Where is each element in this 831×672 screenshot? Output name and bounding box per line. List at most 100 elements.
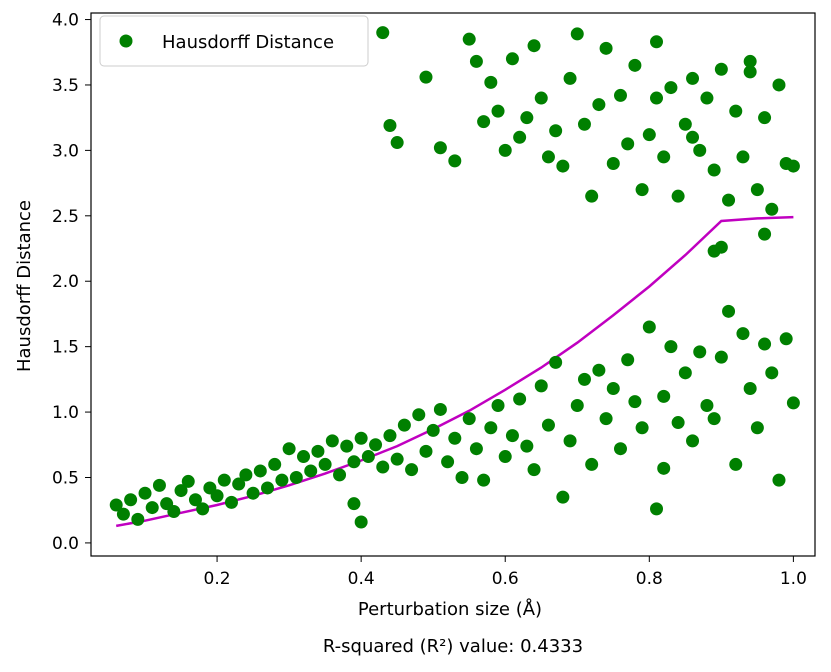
data-point xyxy=(714,62,728,76)
data-point xyxy=(549,355,563,369)
data-point xyxy=(253,464,267,478)
data-point xyxy=(765,366,779,380)
data-point xyxy=(534,379,548,393)
data-point xyxy=(599,412,613,426)
data-point xyxy=(743,54,757,68)
data-point xyxy=(376,460,390,474)
data-point xyxy=(419,444,433,458)
data-point xyxy=(592,363,606,377)
data-point xyxy=(390,136,404,150)
data-point xyxy=(621,137,635,151)
data-point xyxy=(671,416,685,430)
data-point xyxy=(412,408,426,422)
data-point xyxy=(268,457,282,471)
y-tick-label: 1.5 xyxy=(52,338,79,358)
data-point xyxy=(758,337,772,351)
y-tick-label: 2.0 xyxy=(52,272,79,292)
data-point xyxy=(570,27,584,41)
fit-curve xyxy=(115,215,794,528)
data-point xyxy=(549,124,563,138)
data-point xyxy=(577,117,591,131)
data-point xyxy=(383,429,397,443)
data-point xyxy=(513,392,527,406)
data-point xyxy=(758,227,772,241)
data-point xyxy=(650,91,664,105)
y-axis-ticks: 0.0 0.5 1.0 1.5 2.0 2.5 3.0 3.5 4.0 xyxy=(52,11,91,554)
data-point xyxy=(304,464,318,478)
data-point xyxy=(433,402,447,416)
data-point xyxy=(455,470,469,484)
data-point xyxy=(758,111,772,125)
data-point xyxy=(635,421,649,435)
data-point xyxy=(124,493,138,507)
data-point xyxy=(664,340,678,354)
data-point xyxy=(686,434,700,448)
axes-frame xyxy=(90,12,816,557)
y-tick-label: 4.0 xyxy=(52,11,79,31)
y-tick-label: 3.0 xyxy=(52,141,79,161)
data-point xyxy=(743,382,757,396)
data-point xyxy=(736,327,750,341)
data-point xyxy=(563,434,577,448)
data-point xyxy=(333,468,347,482)
data-point xyxy=(613,442,627,456)
data-point xyxy=(109,498,123,512)
data-point xyxy=(786,159,800,173)
data-point xyxy=(707,163,721,177)
x-axis-ticks: 0.2 0.4 0.6 0.8 1.0 xyxy=(204,556,807,589)
data-point xyxy=(138,486,152,500)
data-point xyxy=(556,159,570,173)
x-axis-label: Perturbation size (Å) xyxy=(358,598,542,620)
data-point xyxy=(772,473,786,487)
data-point xyxy=(628,58,642,72)
data-point xyxy=(167,505,181,519)
data-point xyxy=(700,91,714,105)
data-point xyxy=(297,450,311,464)
x-tick-label: 0.6 xyxy=(492,569,519,589)
data-point xyxy=(700,399,714,413)
y-tick-label: 0.0 xyxy=(52,534,79,554)
data-point xyxy=(613,88,627,102)
data-point xyxy=(491,399,505,413)
data-point xyxy=(376,26,390,40)
data-point xyxy=(556,490,570,504)
data-point xyxy=(239,468,253,482)
data-point xyxy=(585,457,599,471)
x-tick-label: 0.4 xyxy=(348,569,375,589)
data-point xyxy=(484,421,498,435)
data-point xyxy=(750,421,764,435)
data-point xyxy=(621,353,635,367)
data-point xyxy=(642,128,656,142)
y-tick-label: 3.5 xyxy=(52,76,79,96)
data-point xyxy=(772,78,786,92)
data-point xyxy=(606,156,620,170)
data-point xyxy=(599,41,613,55)
data-point xyxy=(361,450,375,464)
data-point xyxy=(650,502,664,516)
data-point xyxy=(448,431,462,445)
data-point xyxy=(779,332,793,346)
y-tick-label: 0.5 xyxy=(52,468,79,488)
data-point xyxy=(224,495,238,509)
data-point xyxy=(477,115,491,129)
data-point xyxy=(433,141,447,155)
data-point xyxy=(729,104,743,118)
data-point xyxy=(369,438,383,452)
data-point xyxy=(188,493,202,507)
data-point xyxy=(541,418,555,432)
r-squared-caption: R-squared (R²) value: 0.4333 xyxy=(323,636,583,657)
data-point xyxy=(657,150,671,164)
data-point xyxy=(606,382,620,396)
data-point xyxy=(210,489,224,503)
data-point xyxy=(642,320,656,334)
data-point xyxy=(347,455,361,469)
data-point xyxy=(419,70,433,84)
legend-marker xyxy=(119,34,133,48)
data-point xyxy=(714,350,728,364)
data-point xyxy=(570,399,584,413)
data-point xyxy=(448,154,462,168)
data-point xyxy=(217,473,231,487)
data-point xyxy=(397,418,411,432)
scatter-points xyxy=(109,26,800,529)
data-point xyxy=(246,486,260,500)
